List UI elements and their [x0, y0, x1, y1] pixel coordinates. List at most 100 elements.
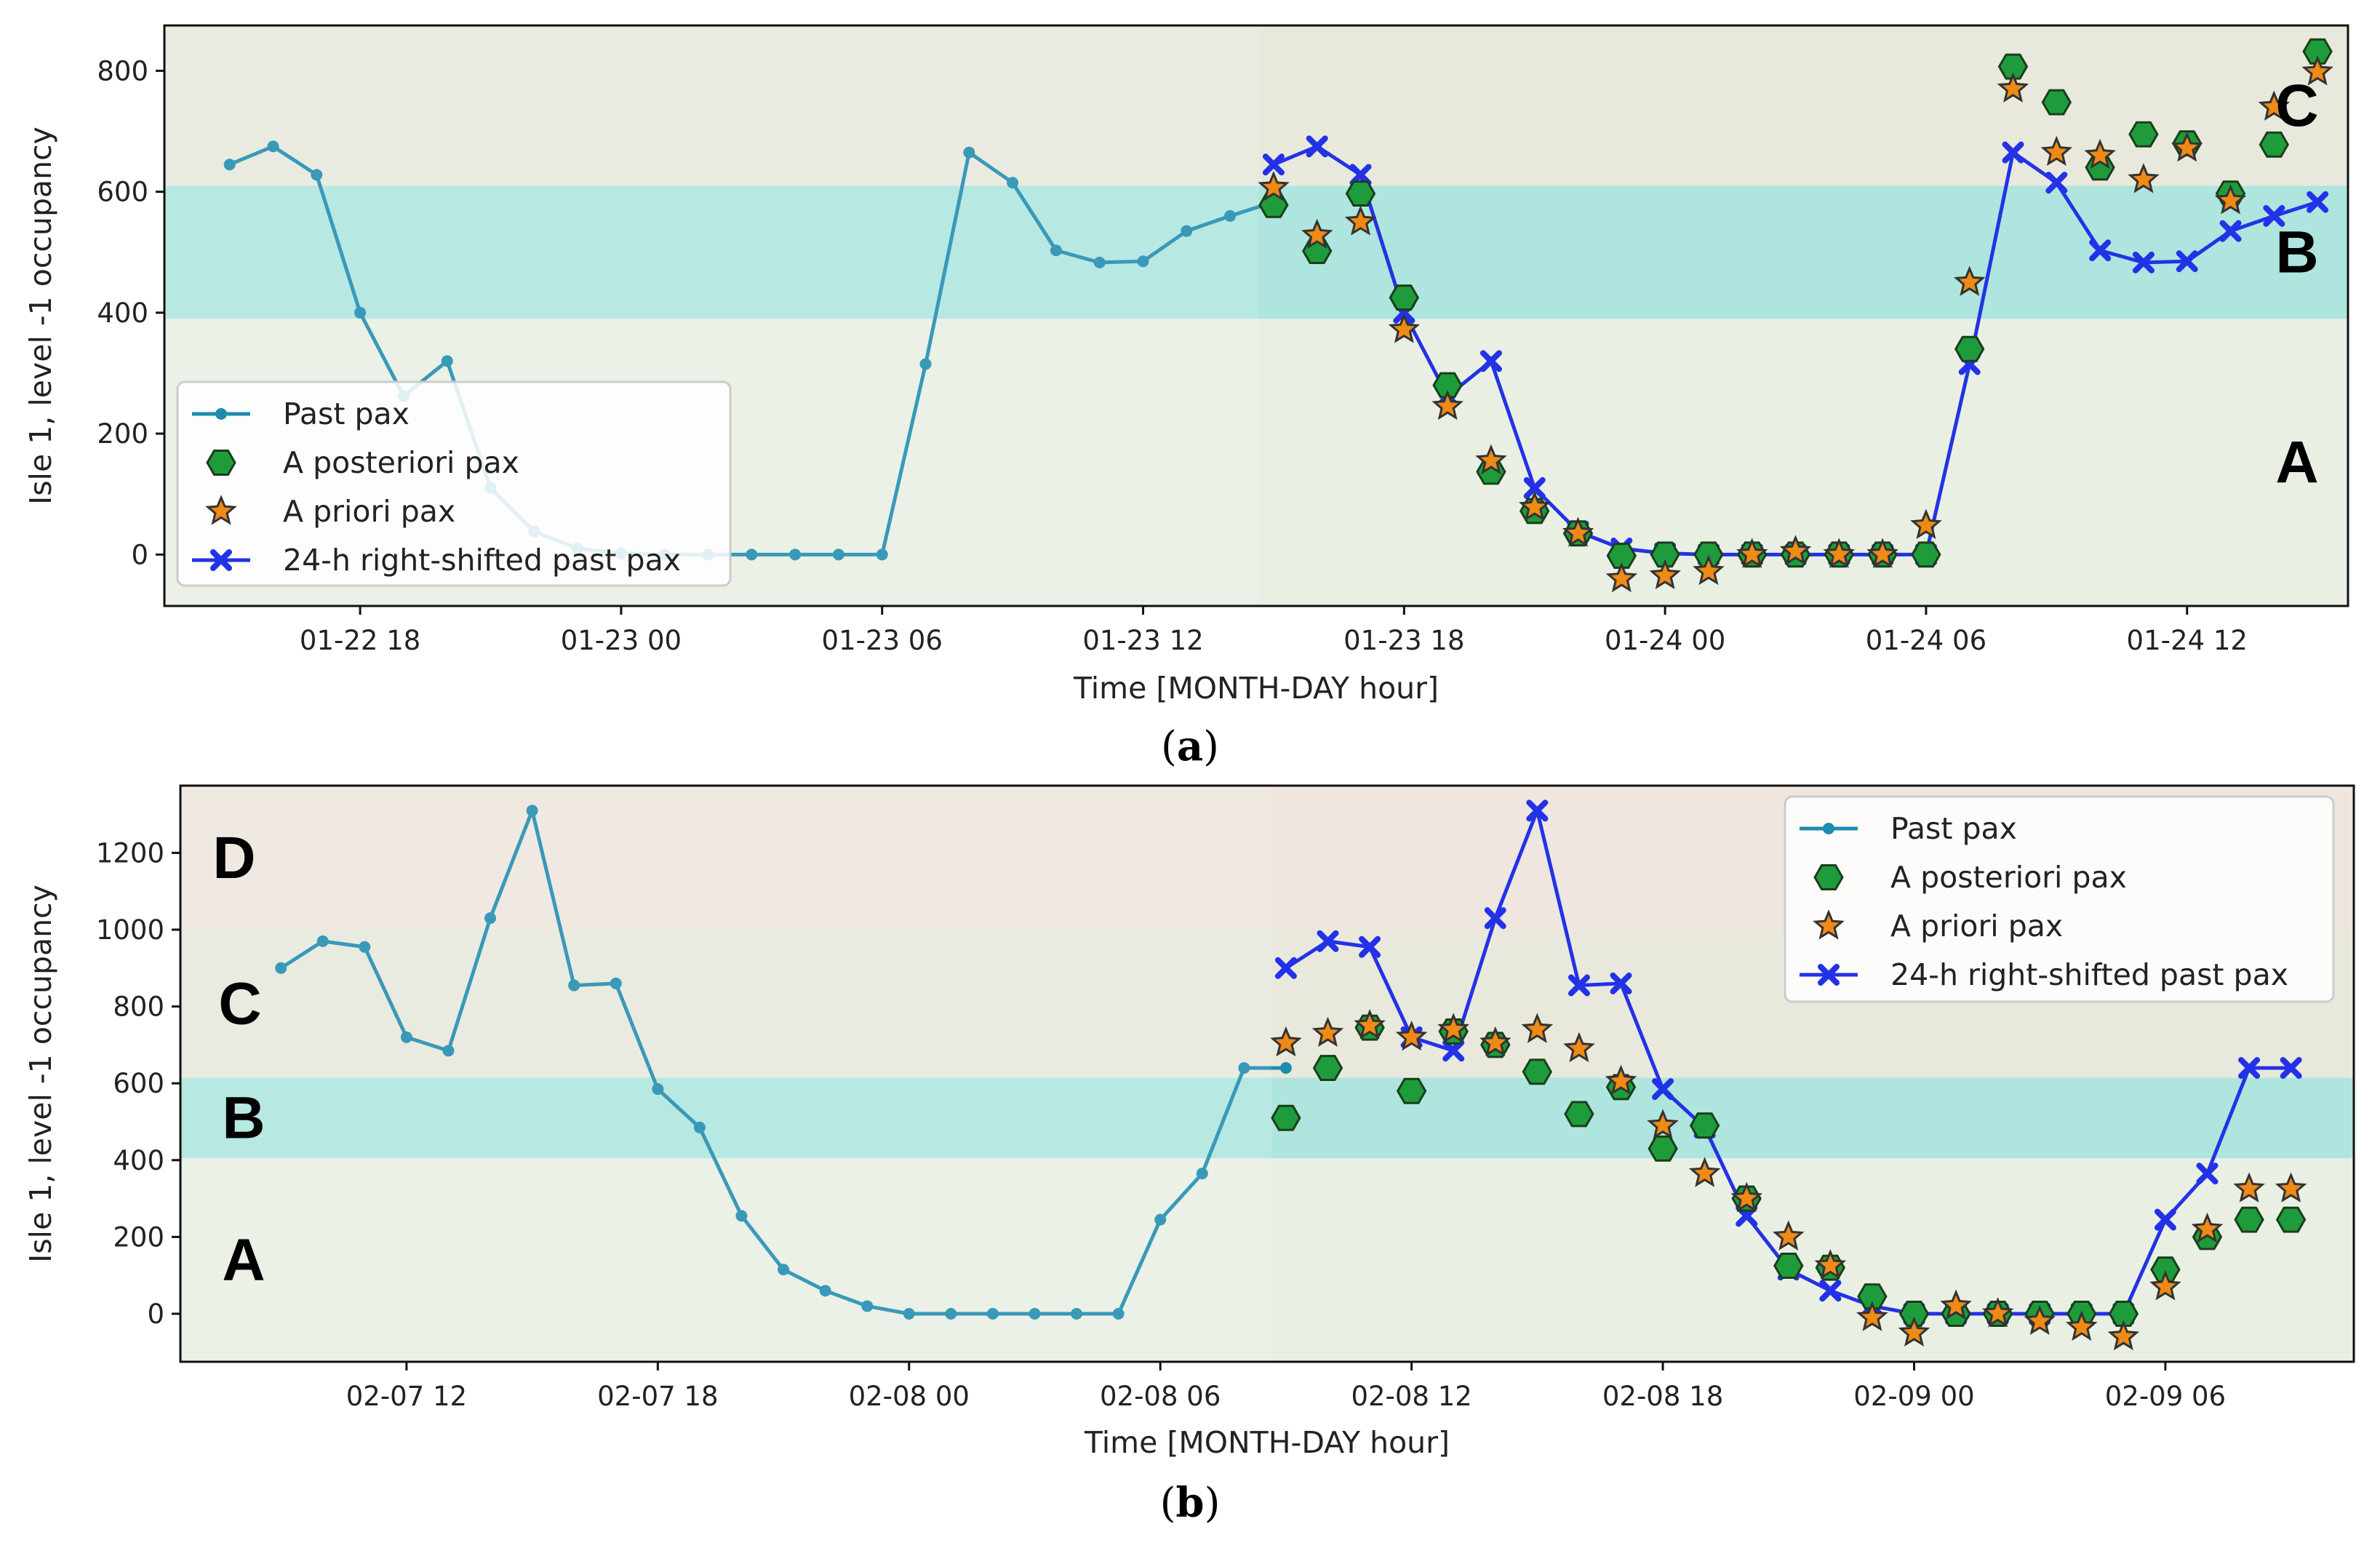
past-pax-point-12 — [778, 1264, 790, 1276]
past-pax-point-21 — [1154, 1213, 1167, 1226]
posteriori-pax-point-20 — [2108, 1301, 2139, 1327]
series-past-pax — [275, 805, 1292, 1320]
y-tick-label-1: 200 — [113, 1221, 164, 1253]
posteriori-pax-point-20 — [2128, 121, 2159, 148]
x-axis-label: Time [MONTH-DAY hour] — [1073, 671, 1439, 706]
priori-pax-point-3 — [1395, 1020, 1428, 1051]
legend-entry-a-priori-pax: A priori pax — [205, 494, 455, 529]
shifted-past-pax-point-2 — [1359, 935, 1381, 958]
shifted-past-pax-point-21 — [2154, 1208, 2176, 1231]
x-tick-label-6: 02-09 00 — [1853, 1381, 1974, 1412]
shifted-past-pax-point-6 — [1526, 799, 1549, 822]
past-pax-point-1 — [316, 935, 329, 947]
priori-pax-point-2 — [1354, 1009, 1386, 1040]
axes — [156, 24, 2349, 615]
region-label-c: C — [218, 971, 261, 1037]
priori-pax-point-8 — [1605, 1064, 1637, 1096]
past-pax-point-0 — [223, 159, 236, 171]
priori-pax-point-0 — [1270, 1026, 1302, 1057]
legend-label: Past pax — [283, 396, 410, 431]
priori-pax-point-5 — [1475, 444, 1507, 475]
legend-entry-24-h-right-shifted-past-pax: 24-h right-shifted past pax — [1800, 957, 2288, 992]
posteriori-pax-point-16 — [1954, 335, 1985, 362]
axes — [172, 784, 2355, 1371]
region-label-d: D — [212, 825, 255, 891]
priori-pax-point-13 — [1814, 1249, 1847, 1280]
region-label-c: C — [2275, 73, 2318, 139]
priori-pax-point-16 — [1953, 266, 1986, 296]
region-label-b: B — [222, 1085, 265, 1152]
priori-pax-point-13 — [1823, 538, 1856, 568]
x-tick-label-2: 02-08 00 — [849, 1381, 970, 1412]
shifted-past-pax-point-1 — [1317, 930, 1339, 952]
priori-pax-point-11 — [1736, 538, 1768, 568]
shifted-past-pax-point-5 — [1484, 907, 1506, 930]
past-pax-point-18 — [1029, 1308, 1041, 1320]
legend-swatch-marker — [1813, 864, 1844, 890]
priori-pax-point-8 — [1605, 562, 1638, 593]
x-tick-label-4: 02-08 12 — [1351, 1381, 1471, 1412]
past-pax-point-3 — [354, 306, 367, 319]
priori-pax-point-22 — [2191, 1212, 2224, 1243]
posteriori-pax-point-12 — [1773, 1253, 1804, 1279]
priori-pax-point-15 — [1910, 508, 1942, 539]
legend-swatch-marker — [1823, 823, 1834, 834]
past-pax-point-1 — [267, 140, 279, 153]
shifted-past-pax-point-7 — [1568, 974, 1590, 997]
past-pax-point-18 — [1007, 177, 1019, 189]
priori-pax-point-20 — [2128, 163, 2160, 193]
shifted-past-pax-point-0 — [1262, 153, 1285, 176]
priori-pax-point-7 — [1562, 516, 1594, 547]
legend-swatch-marker — [215, 408, 227, 420]
chart-panel-a: 01-22 18 01-23 00 01-23 06 01-23 12 01-23 18… — [23, 24, 2349, 770]
priori-pax-point-7 — [1563, 1032, 1595, 1063]
posteriori-pax-point-2 — [1345, 180, 1376, 207]
priori-pax-point-0 — [1258, 170, 1290, 202]
past-pax-point-16 — [945, 1308, 957, 1320]
priori-pax-point-12 — [1779, 535, 1812, 565]
y-axis-label: Isle 1, level -1 occupancy — [23, 127, 58, 505]
past-pax-point-23 — [1224, 210, 1237, 222]
x-tick-label-5: 01-24 00 — [1605, 625, 1725, 656]
y-tick-label-0: 0 — [147, 1298, 164, 1330]
posteriori-pax-point-17 — [1997, 53, 2029, 80]
past-pax-point-5 — [484, 912, 497, 925]
past-pax-point-7 — [568, 979, 580, 992]
region-band-b — [180, 1077, 2354, 1159]
shifted-past-pax-point-22 — [2196, 1162, 2219, 1185]
past-pax-point-14 — [832, 548, 844, 561]
legend-swatch-marker — [205, 495, 237, 525]
posteriori-pax-point-24 — [2302, 38, 2333, 65]
legend: Past pax A posteriori pax A priori pax 24-h… — [176, 380, 732, 587]
shifted-past-pax-point-17 — [2002, 141, 2024, 164]
priori-pax-point-1 — [1301, 218, 1333, 249]
legend-entry-a-posteriori-pax: A posteriori pax — [206, 445, 519, 480]
shifted-past-pax-point-6 — [1523, 476, 1546, 499]
posteriori-pax-point-10 — [1689, 1112, 1720, 1139]
priori-pax-point-22 — [2214, 184, 2247, 215]
posteriori-pax-point-0 — [1258, 191, 1289, 218]
y-tick-label-3: 600 — [97, 177, 148, 208]
priori-pax-point-9 — [1647, 1109, 1679, 1139]
tick-labels: 01-22 18 01-23 00 01-23 06 01-23 12 01-23 18… — [97, 55, 2248, 656]
past-pax-point-13 — [789, 548, 802, 561]
posteriori-pax-point-7 — [1564, 1101, 1594, 1128]
past-pax-point-14 — [861, 1300, 874, 1312]
legend-entry-past-pax: Past pax — [192, 396, 410, 431]
legend-entry-a-posteriori-pax: A posteriori pax — [1813, 860, 2127, 895]
past-pax-point-9 — [652, 1083, 664, 1096]
priori-pax-point-10 — [1693, 554, 1725, 586]
y-tick-label-0: 0 — [131, 539, 148, 570]
priori-pax-point-21 — [2149, 1270, 2181, 1301]
shifted-past-pax-point-4 — [1442, 1040, 1465, 1062]
legend-label: A posteriori pax — [283, 445, 519, 480]
past-pax-point-0 — [275, 962, 287, 974]
priori-pax-point-18 — [2040, 135, 2073, 167]
y-tick-label-6: 1200 — [96, 837, 164, 869]
x-tick-label-3: 01-23 12 — [1082, 625, 1203, 656]
past-pax-point-5 — [441, 355, 453, 367]
priori-pax-point-4 — [1431, 389, 1463, 420]
priori-pax-point-6 — [1521, 1013, 1554, 1043]
priori-pax-point-6 — [1518, 490, 1551, 522]
priori-pax-point-19 — [2065, 1310, 2098, 1341]
